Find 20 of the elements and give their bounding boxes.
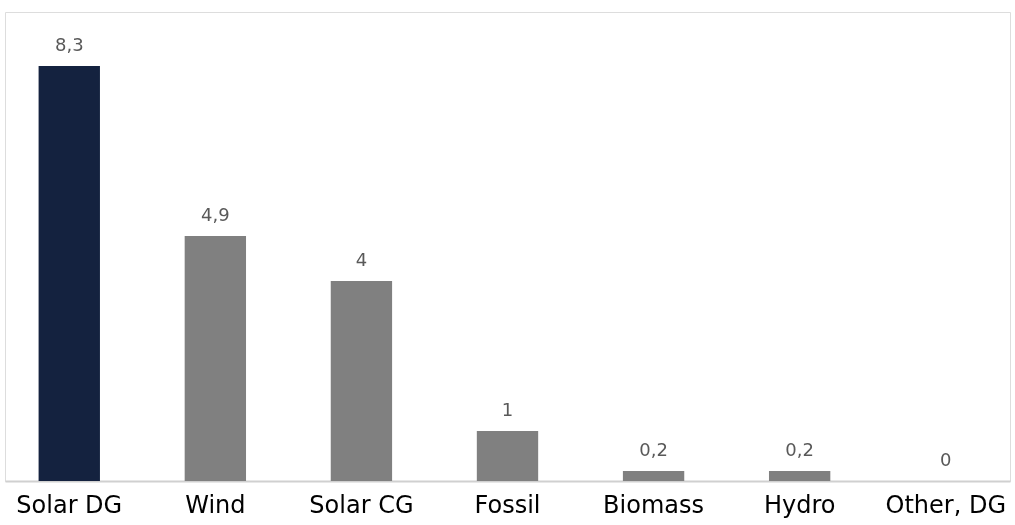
bar — [476, 430, 539, 481]
x-tick-label: Biomass — [603, 490, 705, 519]
data-label: 4,9 — [201, 203, 230, 225]
x-tick-label: Other, DG — [885, 490, 1006, 519]
data-label: 4 — [355, 248, 368, 270]
data-label: 1 — [501, 398, 514, 420]
bar — [184, 235, 247, 481]
data-label: 0,2 — [785, 439, 814, 460]
x-tick-label: Solar DG — [16, 490, 123, 519]
x-tick-label: Fossil — [474, 490, 541, 519]
data-label: 8,3 — [54, 33, 84, 55]
bar — [330, 280, 393, 481]
bar — [622, 471, 685, 481]
x-tick-label: Hydro — [763, 490, 836, 519]
data-label: 0 — [940, 449, 952, 470]
x-tick-label: Solar CG — [309, 490, 414, 519]
bar — [768, 471, 831, 481]
bar — [38, 65, 100, 481]
x-tick-label: Wind — [185, 490, 246, 519]
data-label: 0,2 — [639, 439, 668, 460]
